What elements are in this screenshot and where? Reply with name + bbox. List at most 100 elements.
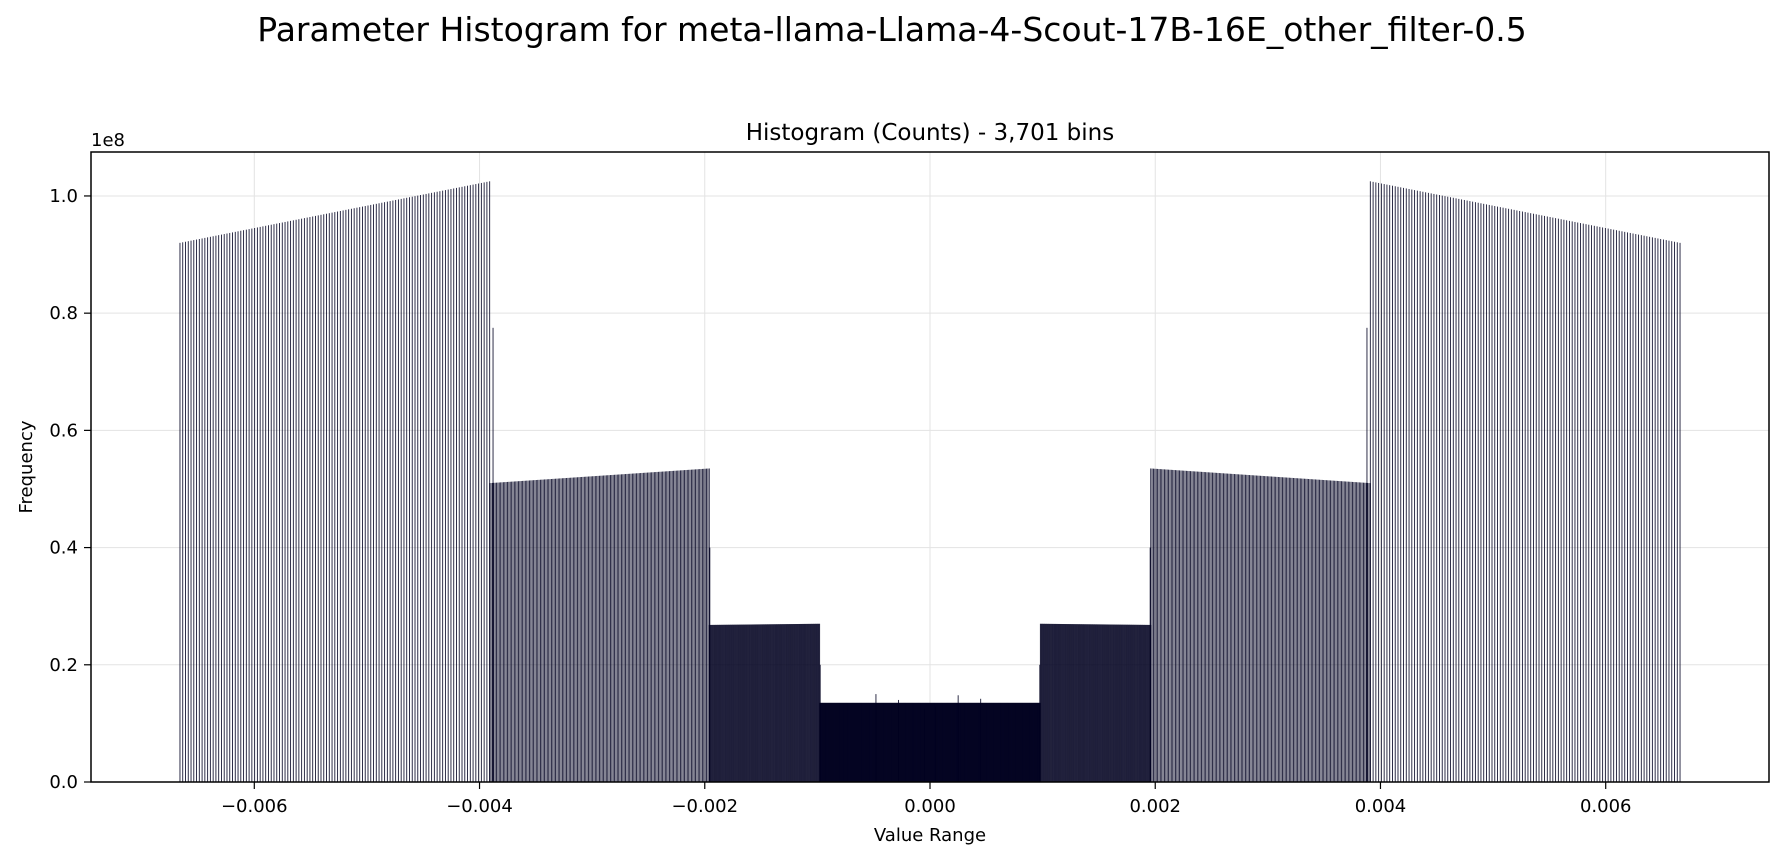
histogram-bar bbox=[417, 195, 419, 783]
chart-title: Histogram (Counts) - 3,701 bins bbox=[746, 120, 1114, 146]
histogram-bar bbox=[1168, 469, 1170, 782]
histogram-bar bbox=[1191, 471, 1193, 782]
histogram-bar bbox=[1080, 624, 1082, 782]
histogram-bar bbox=[1262, 475, 1264, 782]
histogram-bar bbox=[1354, 482, 1356, 782]
histogram-bar bbox=[1210, 472, 1212, 782]
histogram-bar bbox=[518, 481, 519, 782]
histogram-bar bbox=[483, 182, 485, 782]
histogram-bar bbox=[1088, 624, 1090, 782]
x-tick-label: −0.002 bbox=[671, 796, 738, 817]
histogram-bar bbox=[315, 215, 316, 783]
histogram-bar bbox=[524, 480, 526, 782]
histogram-bar bbox=[548, 479, 550, 782]
histogram-bar bbox=[384, 202, 386, 782]
histogram-bar bbox=[1275, 476, 1277, 782]
histogram-bar bbox=[1242, 474, 1244, 782]
y-tick-label: 0.0 bbox=[49, 772, 78, 793]
histogram-bar bbox=[1054, 623, 1056, 782]
histogram-bar bbox=[1061, 624, 1063, 782]
histogram-bar bbox=[1202, 471, 1204, 782]
histogram-bar bbox=[1416, 190, 1418, 782]
histogram-bar bbox=[671, 470, 673, 782]
histogram-bar bbox=[659, 471, 661, 782]
histogram-bar bbox=[1345, 481, 1347, 782]
histogram-bar bbox=[619, 474, 621, 782]
histogram-bar bbox=[776, 624, 778, 782]
histogram-bar bbox=[1061, 623, 1063, 782]
histogram-bar bbox=[433, 192, 435, 783]
histogram-bar bbox=[626, 473, 628, 782]
histogram-bar bbox=[1076, 624, 1078, 782]
histogram-bar bbox=[1535, 214, 1537, 782]
histogram-bar bbox=[1077, 624, 1079, 782]
histogram-bar bbox=[808, 623, 810, 782]
histogram-bar bbox=[1083, 624, 1085, 782]
histogram-bar bbox=[1059, 623, 1061, 782]
histogram-bar bbox=[812, 623, 814, 782]
histogram-bar bbox=[957, 695, 959, 782]
histogram-bar bbox=[1295, 478, 1297, 782]
histogram-bar bbox=[1450, 197, 1451, 783]
histogram-bar bbox=[1141, 624, 1143, 782]
histogram-bar bbox=[1308, 479, 1310, 782]
histogram-bar bbox=[1164, 469, 1165, 782]
histogram-bar bbox=[1455, 198, 1457, 782]
histogram-bar bbox=[1613, 229, 1615, 782]
histogram-bar bbox=[268, 225, 269, 782]
histogram-bar bbox=[747, 624, 749, 782]
histogram-bar bbox=[1209, 472, 1211, 782]
histogram-bar bbox=[673, 470, 675, 782]
histogram-bar bbox=[700, 469, 702, 782]
histogram-bar bbox=[742, 624, 744, 782]
histogram-bar bbox=[1232, 473, 1234, 782]
histogram-bar bbox=[717, 624, 719, 782]
histogram-bar bbox=[301, 218, 303, 782]
histogram-bar bbox=[1159, 469, 1161, 782]
histogram-bar bbox=[741, 624, 743, 782]
histogram-bar bbox=[736, 624, 738, 782]
histogram-bar bbox=[501, 482, 503, 782]
histogram-bar bbox=[359, 207, 361, 783]
histogram-bar bbox=[765, 624, 766, 782]
histogram-bar bbox=[667, 471, 669, 782]
histogram-bar bbox=[1135, 624, 1137, 782]
histogram-bar bbox=[759, 624, 761, 782]
histogram-bar bbox=[1138, 624, 1140, 782]
histogram-bar bbox=[637, 473, 639, 782]
histogram-bar bbox=[540, 479, 541, 782]
histogram-bar bbox=[287, 221, 289, 782]
histogram-bar bbox=[793, 624, 795, 782]
histogram-bar bbox=[709, 547, 711, 782]
histogram-bar bbox=[781, 624, 783, 782]
histogram-bar bbox=[1527, 212, 1529, 782]
histogram-bar bbox=[442, 190, 444, 782]
histogram-bar bbox=[544, 479, 546, 782]
histogram-bar bbox=[600, 475, 602, 782]
histogram-bar bbox=[1260, 475, 1261, 782]
histogram-bar bbox=[778, 624, 779, 782]
histogram-bar bbox=[1214, 472, 1216, 782]
histogram-bar bbox=[758, 624, 760, 782]
histogram-bar bbox=[768, 624, 770, 782]
histogram-bar bbox=[795, 624, 797, 782]
histogram-bar bbox=[761, 624, 763, 782]
histogram-bar bbox=[629, 473, 631, 782]
histogram-bar bbox=[777, 624, 779, 782]
histogram-bar bbox=[1239, 474, 1241, 782]
histogram-bar bbox=[295, 219, 297, 782]
histogram-bar bbox=[464, 186, 466, 782]
histogram-bar bbox=[1488, 204, 1490, 782]
histogram-bar bbox=[1271, 476, 1272, 782]
histogram-bar bbox=[1621, 231, 1623, 783]
histogram-bar bbox=[1139, 624, 1141, 782]
histogram-bar bbox=[715, 624, 717, 782]
histogram-bar bbox=[469, 185, 471, 782]
histogram-bar bbox=[1081, 624, 1082, 782]
histogram-bar bbox=[728, 624, 730, 782]
histogram-bar bbox=[1566, 220, 1568, 782]
histogram-bar bbox=[1353, 482, 1355, 782]
histogram-bar bbox=[693, 469, 695, 782]
histogram-bar bbox=[788, 624, 790, 782]
